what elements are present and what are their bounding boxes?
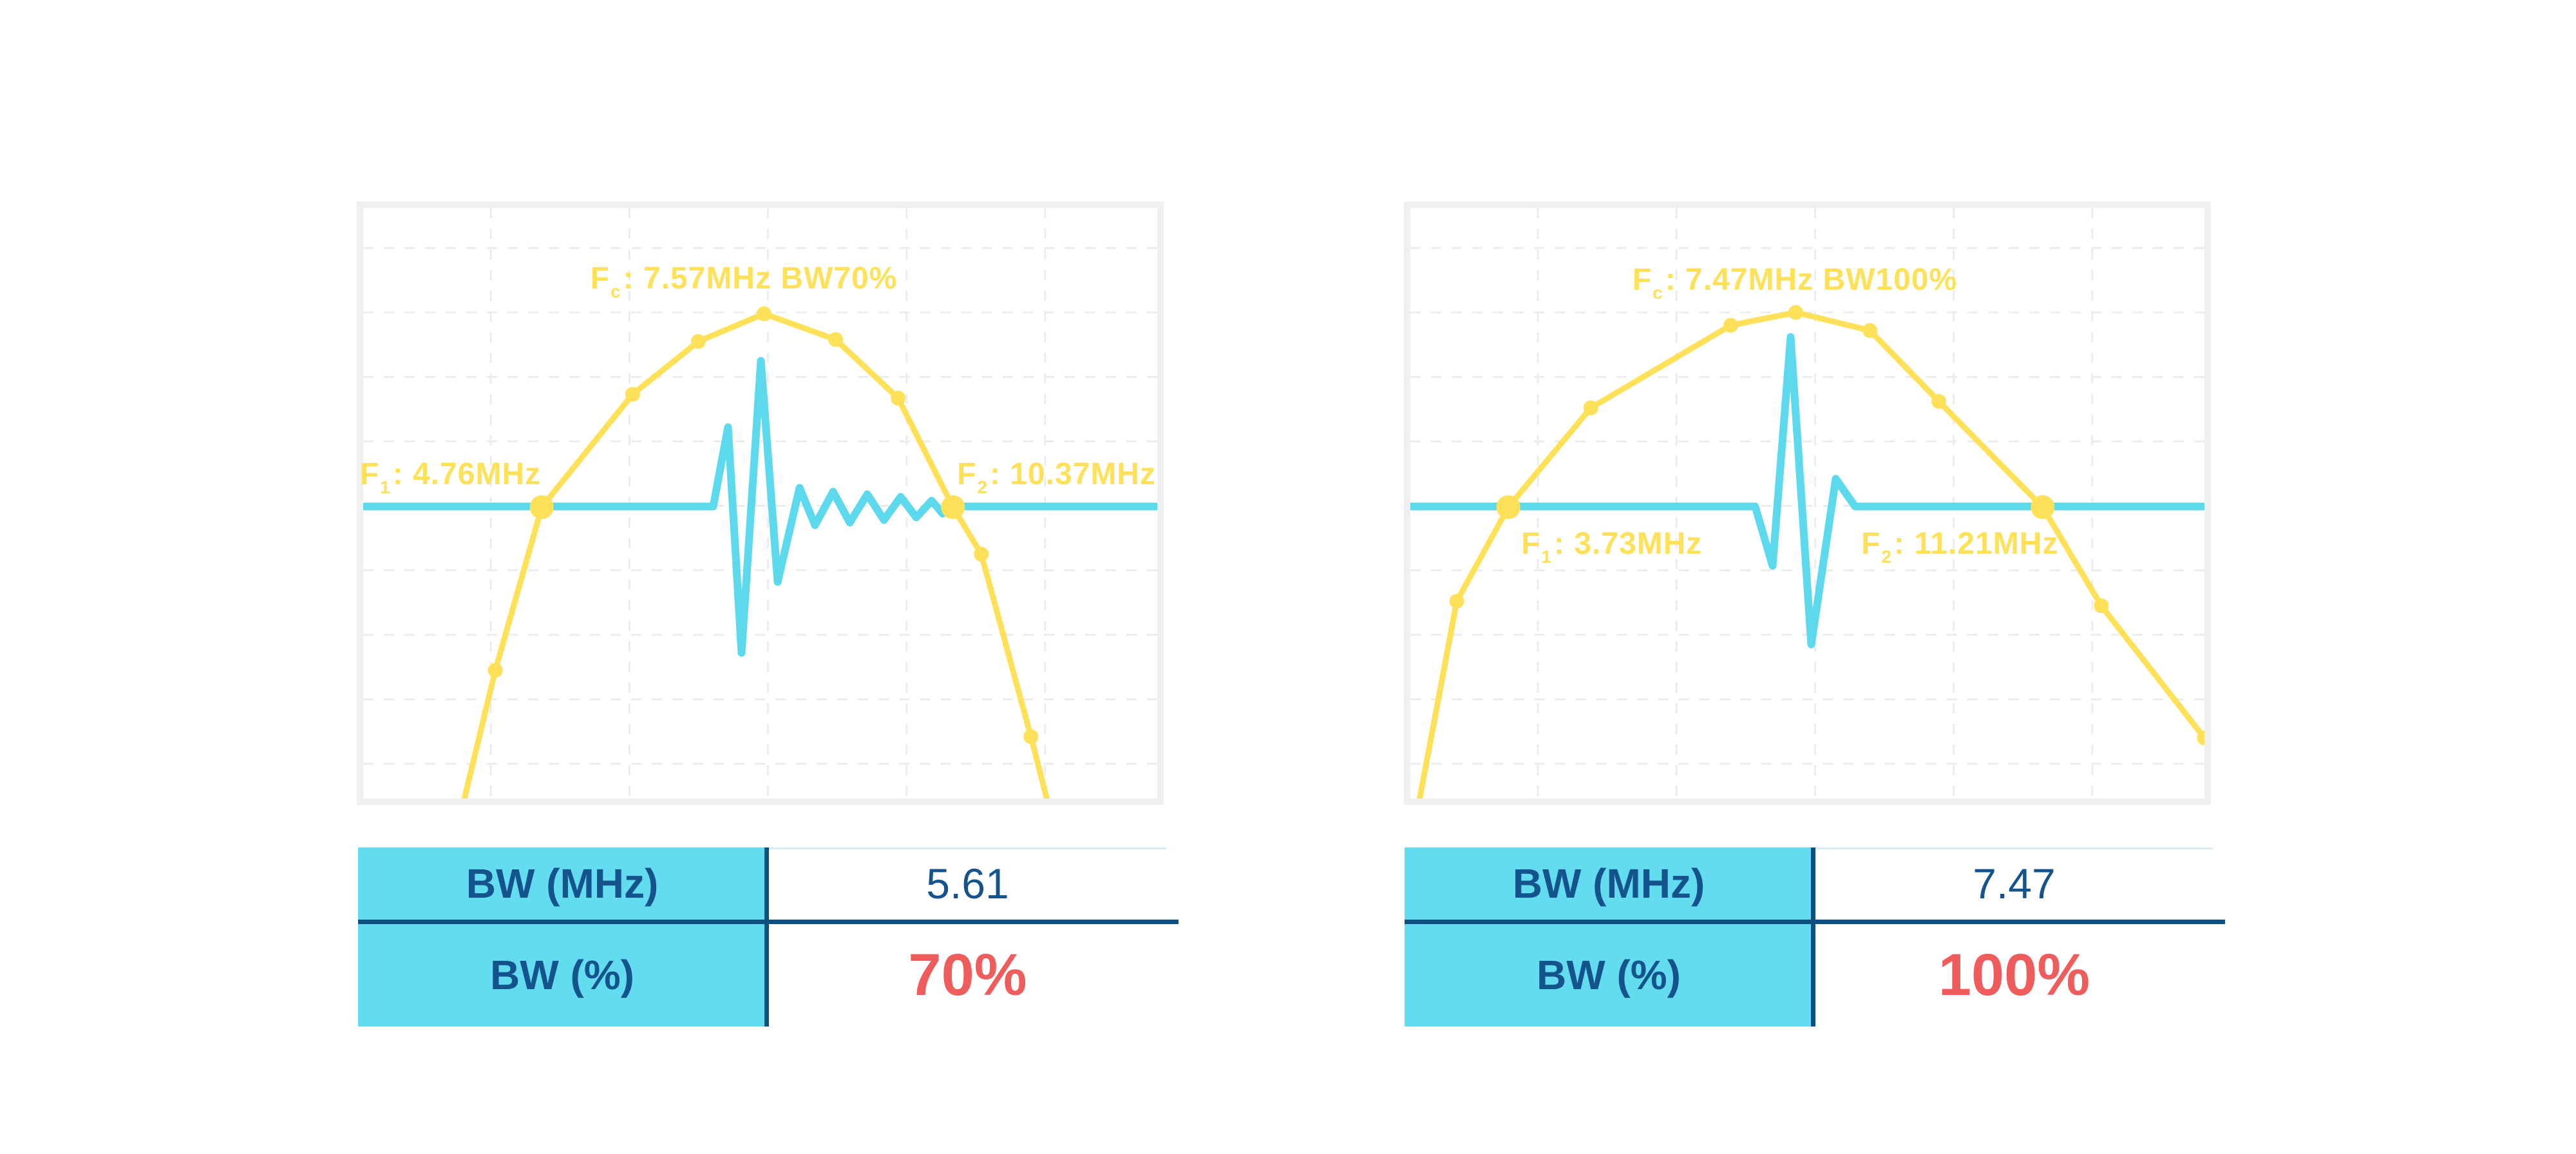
bw-mhz-label: BW (MHz) [466, 860, 659, 907]
spectrum-plot-left: Fc: 7.57MHz BW70% F1: 4.76MHz F2: 10.37M… [357, 202, 1164, 805]
table-row-divider [1405, 920, 2225, 924]
bw-mhz-value: 5.61 [926, 860, 1009, 907]
bw-pct-value: 100% [1938, 942, 2090, 1008]
spectrum-plot-right: Fc: 7.47MHz BW100% F1: 3.73MHz F2: 11.21… [1404, 202, 2211, 805]
f1-frequency-label: F1: 4.76MHz [359, 457, 541, 497]
center-frequency-label: Fc: 7.57MHz BW70% [590, 261, 898, 301]
f2-frequency-label: F2: 11.21MHz [1861, 527, 2059, 567]
f1-frequency-label: F1: 3.73MHz [1521, 527, 1703, 567]
table-row-divider [358, 920, 1179, 924]
bw-pct-label: BW (%) [490, 952, 634, 998]
table-header-column [1405, 847, 1813, 1026]
bw-mhz-label: BW (MHz) [1512, 860, 1705, 907]
f2-frequency-label: F2: 10.37MHz [957, 457, 1156, 497]
table-column-divider [764, 847, 769, 1026]
table-top-border [1813, 847, 2213, 849]
table-header-column [358, 847, 766, 1026]
bw-pct-value: 70% [908, 942, 1027, 1008]
bw-mhz-value: 7.47 [1973, 860, 2056, 907]
center-frequency-label: Fc: 7.47MHz BW100% [1632, 263, 1958, 303]
bandwidth-table-left: BW (MHz) BW (%) 5.61 70% [358, 847, 1179, 1026]
bw-pct-label: BW (%) [1537, 952, 1681, 998]
spectrum-chart-svg-left [363, 208, 1157, 799]
spectrum-chart-svg-right [1410, 208, 2204, 799]
table-top-border [766, 847, 1166, 849]
bandwidth-table-right: BW (MHz) BW (%) 7.47 100% [1405, 847, 2225, 1026]
table-column-divider [1811, 847, 1815, 1026]
